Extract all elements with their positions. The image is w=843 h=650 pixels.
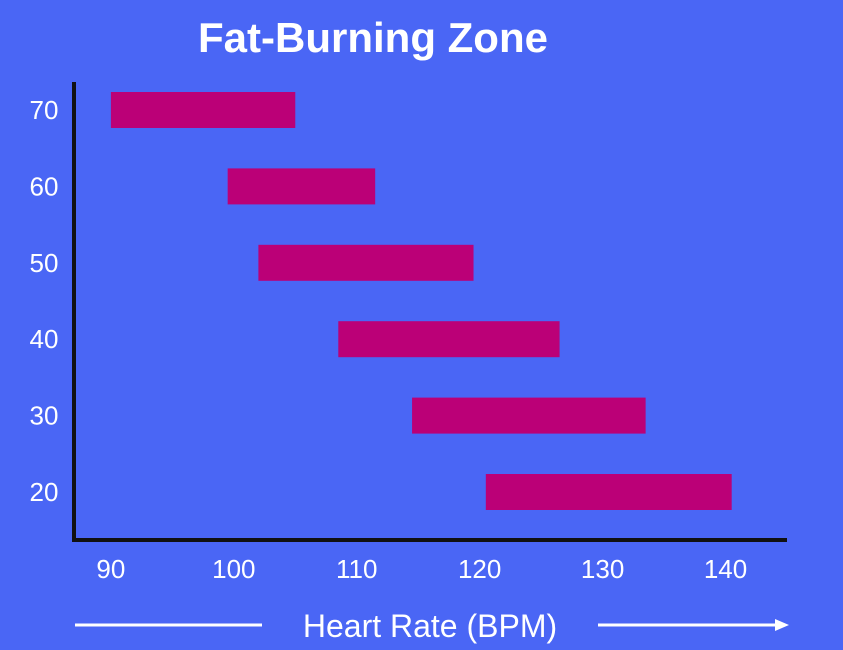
y-tick-label: 50 <box>30 248 59 278</box>
x-tick-label: 100 <box>212 554 255 584</box>
y-tick-label: 40 <box>30 324 59 354</box>
chart-title: Fat-Burning Zone <box>198 14 548 61</box>
x-tick-label: 90 <box>96 554 125 584</box>
y-tick-label: 30 <box>30 401 59 431</box>
y-tick-labels: 70 60 50 40 30 20 <box>30 95 59 507</box>
bars-layer <box>110 92 732 510</box>
x-tick-label: 130 <box>581 554 624 584</box>
range-bar <box>227 168 376 205</box>
x-tick-label: 140 <box>704 554 747 584</box>
x-axis-label: Heart Rate (BPM) <box>303 608 557 644</box>
x-tick-label: 110 <box>336 554 377 584</box>
y-tick-label: 20 <box>30 477 59 507</box>
range-bar <box>110 92 296 128</box>
range-bar <box>258 244 474 281</box>
range-bar <box>412 397 646 434</box>
x-tick-labels: 90 100 110 120 130 140 <box>96 554 747 584</box>
arrow-right-icon <box>775 619 789 631</box>
y-tick-label: 70 <box>30 95 59 125</box>
x-tick-label: 120 <box>458 554 501 584</box>
range-bar <box>485 474 732 510</box>
y-tick-label: 60 <box>30 171 59 201</box>
range-bar <box>338 321 560 358</box>
